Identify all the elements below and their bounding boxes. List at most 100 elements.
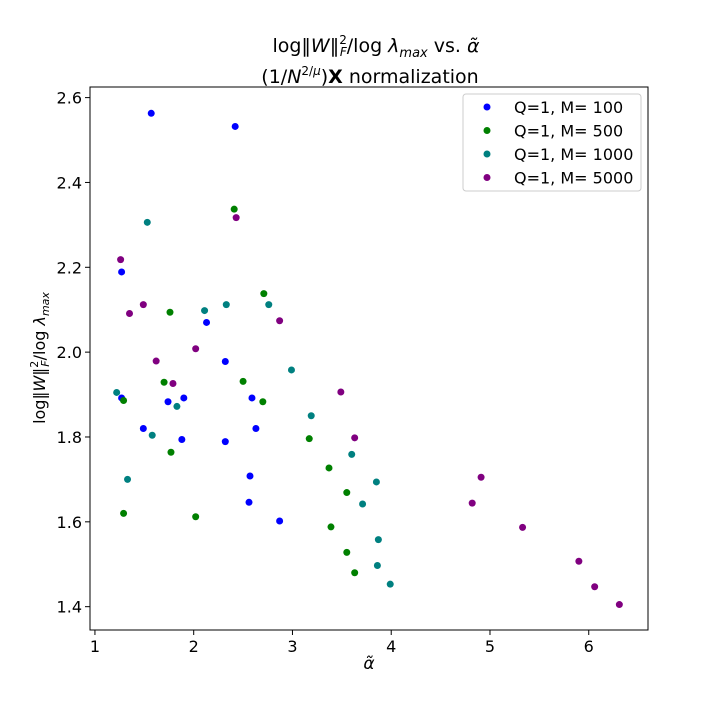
plot-frame [89,86,649,631]
x-tick-label: 4 [386,637,396,656]
data-point [374,536,382,544]
data-point [351,569,359,577]
data-point [248,394,256,402]
plot-area [113,109,623,609]
data-point [230,205,238,213]
data-point [337,388,345,396]
data-point [178,436,186,444]
data-point [180,394,188,402]
data-point [139,301,147,309]
data-point [118,268,126,276]
x-axis: 1 2 3 4 5 6 [90,630,594,656]
legend-marker [483,127,491,134]
data-point [468,499,476,507]
data-point [231,122,239,130]
legend-marker [483,174,491,181]
series-3 [113,218,394,588]
data-point [203,318,211,326]
data-point [259,398,267,406]
y-tick-label: 2.2 [57,258,82,277]
data-point [192,513,200,521]
series-2 [120,205,359,577]
data-point [201,307,209,315]
data-point [160,378,168,386]
data-point [348,450,356,458]
data-point [477,473,485,481]
data-point [351,434,359,442]
data-point [221,438,229,446]
data-point [325,464,333,472]
data-point [148,431,156,439]
data-point [245,498,253,506]
x-tick-label: 3 [287,637,297,656]
data-point [147,109,155,117]
y-tick-label: 1.6 [57,513,82,532]
x-axis-label: α̃ [363,654,374,674]
y-tick-label: 2.6 [57,89,82,108]
data-point [169,380,177,388]
data-point [386,580,394,588]
data-point [327,523,335,531]
data-point [120,396,128,404]
data-point [152,357,160,365]
data-point [343,489,351,497]
data-point [239,377,247,385]
data-point [232,214,240,222]
series-1 [118,109,284,525]
data-point [167,448,175,456]
legend-label: Q=1, M= 100 [514,98,623,117]
data-point [276,317,284,325]
legend-label: Q=1, M= 500 [514,122,623,141]
x-tick-label: 5 [485,637,495,656]
data-point [265,301,273,309]
data-point [192,345,200,353]
data-point [591,583,599,591]
chart-title: log‖W‖2 F/log λmax vs. α̃ (1/N2/μ)X norma… [261,33,480,88]
data-point [124,475,132,483]
data-point [287,366,295,374]
data-point [120,509,128,517]
data-point [117,256,125,264]
data-point [126,310,134,318]
data-point [143,218,151,226]
data-point [575,557,583,565]
data-point [252,424,260,432]
x-tick-label: 2 [189,637,199,656]
data-point [222,301,230,309]
chart-title-line-1: log‖W‖2 F/log λmax vs. α̃ [272,33,480,61]
data-point [173,402,181,410]
legend-marker [483,103,491,111]
legend-box [462,93,642,192]
data-point [359,500,367,508]
y-tick-label: 1.4 [57,598,82,617]
legend-marker [483,150,491,158]
data-point [343,548,351,556]
y-tick-label: 2.4 [57,173,82,192]
data-point [276,517,284,525]
data-point [166,308,174,316]
legend-label: Q=1, M= 5000 [514,169,633,188]
data-point [246,472,254,480]
data-point [113,388,121,396]
x-tick-label: 1 [90,637,100,656]
legend-label: Q=1, M= 1000 [514,145,633,164]
series-4 [117,214,623,609]
data-point [139,424,147,432]
data-point [372,478,380,486]
data-point [373,562,381,570]
data-point [307,412,315,420]
data-point [221,357,229,365]
y-tick-label: 1.8 [57,428,82,447]
data-point [519,523,527,531]
data-point [305,435,313,443]
x-tick-label: 6 [584,637,594,656]
data-point [615,601,623,609]
data-point [164,398,172,406]
legend: Q=1, M= 100 Q=1, M= 500 Q=1, M= 1000 Q=1, M… [462,93,642,192]
y-tick-label: 2.0 [57,343,82,362]
y-axis: 1.4 1.6 1.8 2.0 2.2 2.4 2.6 [57,89,90,617]
y-axis-label: log‖W‖2F/log λmax [28,292,52,424]
data-point [260,290,268,298]
chart-title-line-2: (1/N2/μ)X normalization [261,64,478,88]
